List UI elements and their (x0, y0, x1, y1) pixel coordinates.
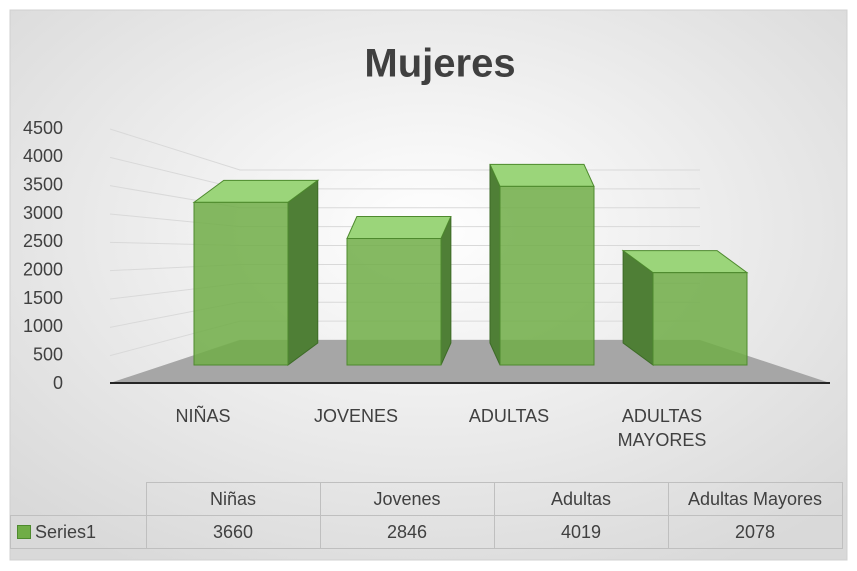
bar-side (489, 164, 501, 366)
bar (346, 238, 442, 366)
table-header: Niñas (145, 482, 321, 516)
bar (193, 201, 289, 366)
chart-title: Mujeres (364, 42, 515, 86)
table-value: 4019 (493, 515, 669, 549)
y-tick-label: 2000 (23, 259, 63, 279)
bar-side (287, 179, 319, 366)
table-header: Jovenes (319, 482, 495, 516)
y-tick-label: 3500 (23, 174, 63, 194)
y-tick-label: 1500 (23, 288, 63, 308)
bar (499, 185, 595, 366)
y-tick-label: 4500 (23, 118, 63, 138)
bar-top (346, 216, 452, 240)
table-header: Adultas Mayores (667, 482, 843, 516)
x-tick-label: ADULTAS (468, 406, 550, 426)
y-tick-label: 500 (33, 344, 63, 364)
bar (652, 272, 748, 366)
bar-top (489, 163, 595, 187)
x-tick-label: ADULTAS MAYORES (617, 406, 707, 450)
table-header: Adultas (493, 482, 669, 516)
y-tick-label: 4000 (23, 146, 63, 166)
y-tick-label: 1000 (23, 316, 63, 336)
legend-key (17, 524, 31, 539)
y-tick-label: 0 (53, 373, 63, 393)
y-tick-label: 2500 (23, 231, 63, 251)
data-table: Niñas Jovenes Adultas Adultas Mayores Serie… (10, 482, 843, 549)
table-value: 3660 (145, 515, 321, 549)
y-tick-label: 3000 (23, 203, 63, 223)
table-value: 2078 (667, 515, 843, 549)
table-value: 2846 (319, 515, 495, 549)
bar-side (440, 216, 452, 366)
legend-label: Series1 (35, 521, 97, 542)
legend-cell: Series1 (10, 515, 147, 549)
x-tick-label: JOVENES (313, 406, 399, 426)
x-tick-label: NIÑAS (175, 406, 231, 426)
